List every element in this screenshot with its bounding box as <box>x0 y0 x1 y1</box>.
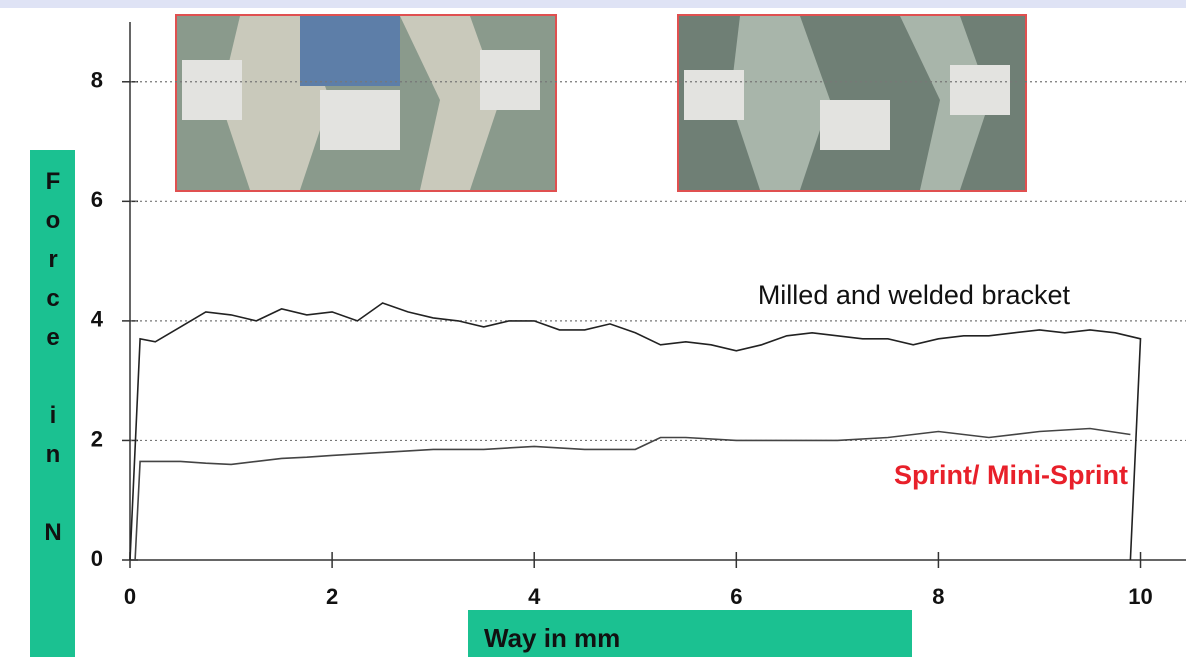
x-tick-label: 0 <box>124 584 136 609</box>
x-tick-label: 8 <box>932 584 944 609</box>
y-axis-label: Force in N <box>39 168 67 558</box>
series-label: Milled and welded bracket <box>758 280 1071 310</box>
photo-right <box>677 14 1027 192</box>
plot: 0 2 4 6 8 0 2 4 6 8 10 Milled and welded bracket Spr… <box>91 22 1186 609</box>
y-tick-label: 0 <box>91 546 103 571</box>
x-tick-label: 4 <box>528 584 541 609</box>
x-tick-label: 10 <box>1128 584 1152 609</box>
y-tick-label: 4 <box>91 307 104 332</box>
x-axis-label: Way in mm <box>468 610 912 657</box>
y-tick-label: 2 <box>91 426 103 451</box>
series-line <box>134 427 1131 561</box>
y-tick-label: 8 <box>91 68 103 93</box>
y-tick-label: 6 <box>91 187 103 212</box>
x-tick-label: 2 <box>326 584 338 609</box>
series-label: Sprint/ Mini-Sprint <box>894 460 1128 490</box>
y-axis-label-box: Force in N <box>30 150 75 657</box>
top-strip <box>0 0 1186 8</box>
series-line <box>129 302 1142 561</box>
photo-left <box>175 14 557 192</box>
x-tick-label: 6 <box>730 584 742 609</box>
